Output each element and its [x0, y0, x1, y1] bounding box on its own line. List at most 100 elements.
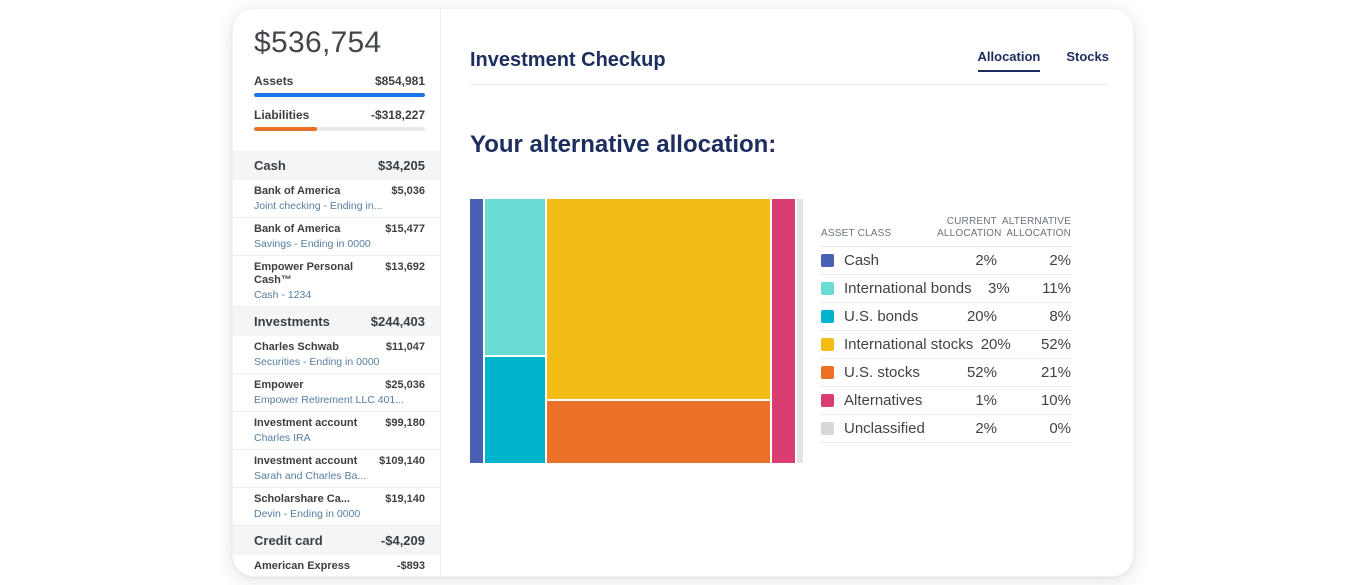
summary-row[interactable]: Liabilities -$318,227: [254, 108, 425, 131]
account-row[interactable]: Charles Schwab $11,047 Securities - Ending…: [233, 336, 440, 374]
asset-class-label: International stocks: [844, 336, 974, 353]
asset-class-label: International bonds: [844, 280, 972, 297]
alternative-allocation-value: 21%: [1040, 364, 1071, 381]
mosaic-segment-cash[interactable]: [470, 199, 483, 463]
mosaic-segment-international-stocks[interactable]: [547, 199, 771, 400]
account-balance: $5,036: [391, 185, 425, 197]
account-section-header[interactable]: Investments $244,403: [233, 307, 440, 336]
tab-allocation[interactable]: Allocation: [977, 49, 1041, 72]
alternative-allocation-value: 11%: [1042, 280, 1071, 297]
asset-class-color-swatch: [821, 254, 834, 267]
header-asset-class: ASSET CLASS: [821, 228, 892, 239]
account-section: Credit card -$4,209 American Express -$89…: [233, 526, 440, 576]
account-detail: Blue Cash Preferred - En...: [254, 575, 425, 576]
allocation-table-row: International stocks 20% 52%: [821, 331, 1071, 359]
current-allocation-value: 52%: [966, 364, 997, 381]
account-balance: -$893: [396, 560, 425, 572]
account-row[interactable]: American Express -$893 Blue Cash Preferred…: [233, 555, 440, 576]
asset-class-label: U.S. bonds: [844, 308, 919, 325]
account-balance: $13,692: [385, 261, 425, 273]
panel-title: Investment Checkup: [470, 49, 666, 71]
alternative-allocation-value: 10%: [1040, 392, 1071, 409]
mosaic-segment-international-bonds[interactable]: [484, 199, 546, 355]
current-allocation-value: 1%: [975, 392, 997, 409]
account-row[interactable]: Bank of America $5,036 Joint checking - En…: [233, 180, 440, 218]
asset-class-color-swatch: [821, 394, 834, 407]
account-name: Investment account: [254, 455, 358, 467]
asset-class-label: Alternatives: [844, 392, 923, 409]
alternative-allocation-value: 8%: [1049, 308, 1071, 325]
mosaic-column: [547, 199, 771, 463]
account-detail: Savings - Ending in 0000: [254, 238, 371, 250]
account-name: Bank of America: [254, 185, 341, 197]
mosaic-column: [797, 199, 803, 463]
account-detail: Charles IRA: [254, 432, 311, 444]
asset-class-color-swatch: [821, 282, 834, 295]
account-row[interactable]: Empower $25,036 Empower Retirement LLC 401…: [233, 374, 440, 412]
summary-row[interactable]: Assets $854,981: [254, 74, 425, 97]
account-balance: $19,140: [385, 493, 425, 505]
networth-sidebar: $536,754 Assets $854,981: [233, 9, 441, 576]
header-divider: [470, 84, 1109, 85]
account-row[interactable]: Empower Personal Cash™ $13,692 Cash - 1234: [233, 256, 440, 307]
account-row[interactable]: Investment account $99,180 Charles IRA: [233, 412, 440, 450]
account-balance: $99,180: [385, 417, 425, 429]
account-row[interactable]: Investment account $109,140 Sarah and Char…: [233, 450, 440, 488]
dashboard-card: $536,754 Assets $854,981: [232, 8, 1134, 577]
account-name: Charles Schwab: [254, 341, 339, 353]
allocation-table-row: U.S. stocks 52% 21%: [821, 359, 1071, 387]
account-row[interactable]: Scholarshare Ca... $19,140 Devin - Ending …: [233, 488, 440, 526]
account-section-header[interactable]: Credit card -$4,209: [233, 526, 440, 555]
summary-value: $854,981: [374, 74, 425, 88]
net-worth-value: $536,754: [254, 26, 382, 59]
summary-progress-fill: [254, 93, 425, 97]
header-alternative-allocation: ALTERNATIVE ALLOCATION: [1001, 216, 1071, 239]
account-section-header[interactable]: Cash $34,205: [233, 151, 440, 180]
account-balance: $15,477: [385, 223, 425, 235]
section-label: Cash: [254, 158, 286, 173]
account-balance: $109,140: [379, 455, 425, 467]
allocation-chart-row: ASSET CLASS CURRENT ALLOCATION ALTERNATI…: [470, 199, 1109, 463]
account-detail: Joint checking - Ending in...: [254, 200, 383, 212]
section-total: -$4,209: [380, 533, 425, 548]
account-detail: Empower Retirement LLC 401...: [254, 394, 404, 406]
section-total: $244,403: [370, 314, 425, 329]
account-name: Scholarshare Ca...: [254, 493, 350, 505]
tab-stocks[interactable]: Stocks: [1066, 49, 1109, 64]
current-allocation-value: 2%: [975, 252, 997, 269]
summary-progress-bar: [254, 93, 425, 97]
alternative-allocation-value: 0%: [1049, 420, 1071, 437]
current-allocation-value: 20%: [980, 336, 1011, 353]
account-name: American Express: [254, 560, 350, 572]
mosaic-column: [484, 199, 546, 463]
mosaic-segment-unclassified[interactable]: [797, 199, 803, 463]
account-section: Investments $244,403 Charles Schwab $11,0…: [233, 307, 440, 526]
section-label: Credit card: [254, 533, 323, 548]
asset-class-label: Cash: [844, 252, 880, 269]
summary-progress-fill: [254, 127, 318, 131]
mosaic-segment-u-s-stocks[interactable]: [547, 401, 771, 463]
mosaic-segment-alternatives[interactable]: [772, 199, 796, 463]
asset-class-color-swatch: [821, 366, 834, 379]
panel-header: Investment Checkup Allocation Stocks: [470, 49, 1109, 72]
asset-class-label: Unclassified: [844, 420, 925, 437]
investment-checkup-panel: Investment Checkup Allocation Stocks You…: [441, 9, 1133, 576]
section-total: $34,205: [378, 158, 425, 173]
allocation-heading: Your alternative allocation:: [470, 131, 777, 158]
panel-tabs: Allocation Stocks: [977, 49, 1109, 72]
allocation-table-body: Cash 2% 2% International bonds 3% 11%: [821, 247, 1071, 443]
mosaic-column: [470, 199, 483, 463]
alternative-allocation-value: 52%: [1040, 336, 1071, 353]
account-row[interactable]: Bank of America $15,477 Savings - Ending i…: [233, 218, 440, 256]
account-section: Cash $34,205 Bank of America $5,036 Joint …: [233, 151, 440, 307]
allocation-table-row: Cash 2% 2%: [821, 247, 1071, 275]
section-accounts: Bank of America $5,036 Joint checking - En…: [233, 180, 440, 307]
mosaic-segment-u-s-bonds[interactable]: [484, 356, 546, 463]
asset-class-color-swatch: [821, 338, 834, 351]
account-name: Empower: [254, 379, 304, 391]
account-name: Empower Personal Cash™: [254, 261, 354, 286]
allocation-table: ASSET CLASS CURRENT ALLOCATION ALTERNATI…: [821, 216, 1071, 463]
account-detail: Sarah and Charles Ba...: [254, 470, 367, 482]
header-current-allocation: CURRENT ALLOCATION: [937, 216, 1002, 239]
allocation-mosaic-chart: [470, 199, 803, 463]
